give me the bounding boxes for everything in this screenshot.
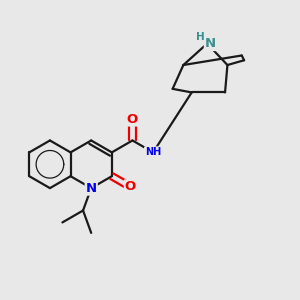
Text: N: N [85, 182, 97, 195]
Text: N: N [205, 37, 216, 50]
Text: O: O [127, 112, 138, 125]
Text: O: O [125, 180, 136, 194]
Text: NH: NH [145, 147, 161, 158]
Text: H: H [196, 32, 205, 42]
Text: NH: NH [145, 147, 161, 158]
